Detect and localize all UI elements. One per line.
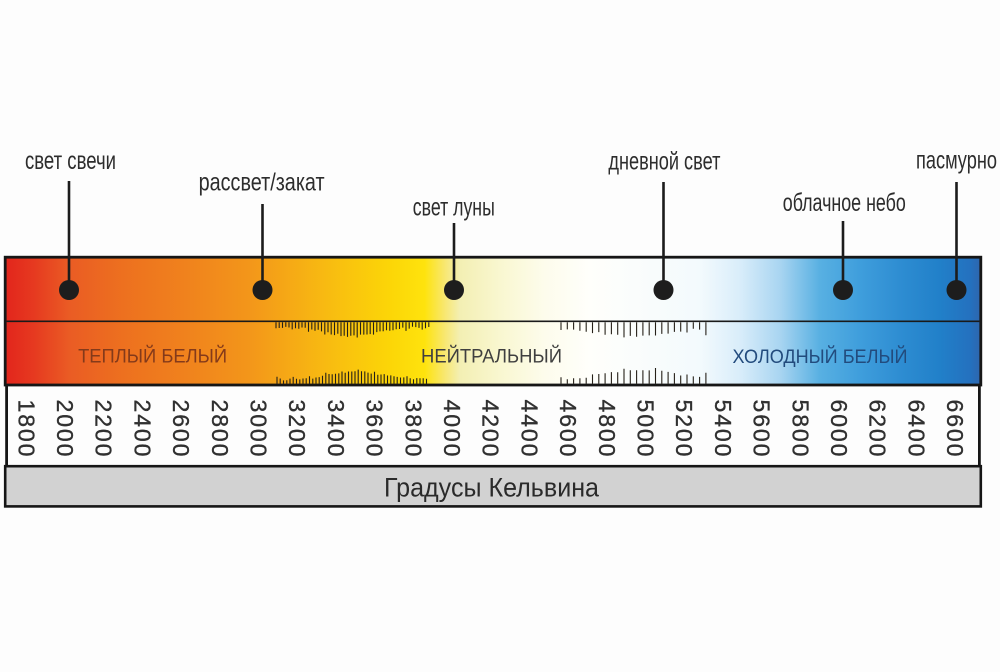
- svg-text:5600: 5600: [749, 400, 775, 459]
- svg-text:6000: 6000: [826, 400, 852, 459]
- svg-text:3400: 3400: [323, 400, 349, 459]
- svg-text:6600: 6600: [942, 400, 968, 459]
- svg-text:Градусы Кельвина: Градусы Кельвина: [384, 473, 600, 503]
- svg-text:5000: 5000: [633, 400, 659, 459]
- svg-text:2400: 2400: [129, 400, 155, 459]
- svg-text:5800: 5800: [787, 400, 813, 459]
- svg-text:дневной свет: дневной свет: [608, 148, 720, 176]
- svg-text:4400: 4400: [516, 400, 542, 459]
- svg-text:пасмурно: пасмурно: [916, 147, 997, 175]
- svg-text:2200: 2200: [91, 400, 117, 459]
- svg-text:ТЕПЛЫЙ БЕЛЫЙ: ТЕПЛЫЙ БЕЛЫЙ: [78, 346, 227, 368]
- svg-text:5400: 5400: [710, 400, 736, 459]
- svg-text:1800: 1800: [13, 400, 39, 459]
- svg-text:2600: 2600: [168, 400, 194, 459]
- svg-text:3200: 3200: [284, 400, 310, 459]
- svg-text:свет свечи: свет свечи: [25, 147, 116, 175]
- svg-text:2000: 2000: [52, 400, 78, 459]
- svg-text:3000: 3000: [246, 400, 272, 459]
- svg-text:2800: 2800: [207, 400, 233, 459]
- svg-text:НЕЙТРАЛЬНЫЙ: НЕЙТРАЛЬНЫЙ: [421, 346, 562, 368]
- svg-text:5200: 5200: [671, 400, 697, 459]
- svg-text:облачное небо: облачное небо: [783, 189, 906, 217]
- svg-text:4000: 4000: [439, 400, 465, 459]
- svg-text:рассвет/закат: рассвет/закат: [199, 169, 325, 197]
- svg-text:4200: 4200: [478, 400, 504, 459]
- svg-text:4600: 4600: [555, 400, 581, 459]
- svg-text:6400: 6400: [903, 400, 929, 459]
- svg-text:свет луны: свет луны: [413, 194, 495, 222]
- svg-text:3600: 3600: [362, 400, 388, 459]
- svg-text:4800: 4800: [594, 400, 620, 459]
- svg-text:ХОЛОДНЫЙ БЕЛЫЙ: ХОЛОДНЫЙ БЕЛЫЙ: [733, 346, 908, 368]
- svg-text:3800: 3800: [400, 400, 426, 459]
- svg-text:6200: 6200: [865, 400, 891, 459]
